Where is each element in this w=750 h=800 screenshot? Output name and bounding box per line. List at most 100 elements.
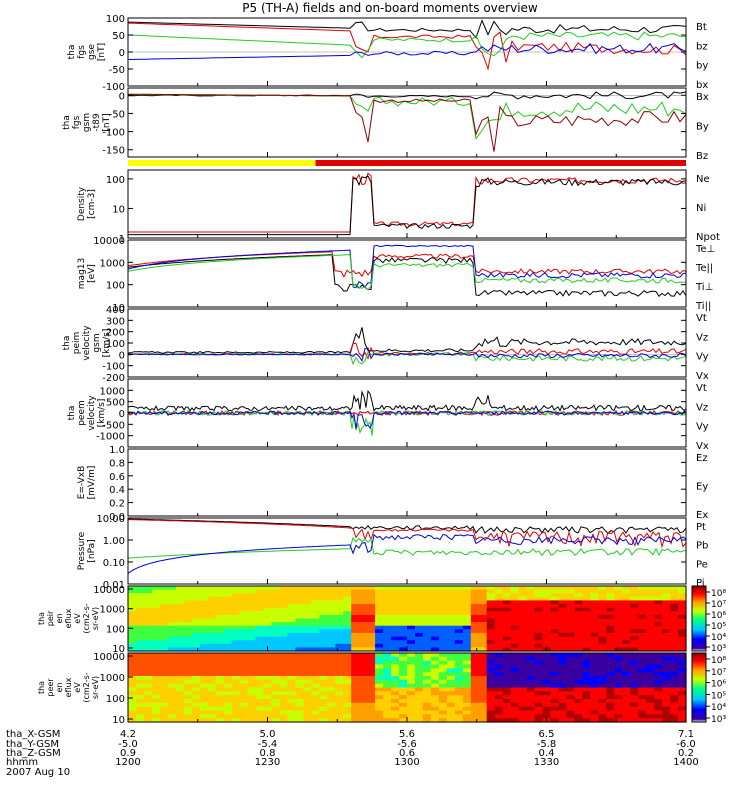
spectrogram-cell [462,643,472,648]
spectrogram-cell [566,664,575,669]
spectrogram-cell [430,668,440,673]
spectrogram-cell [151,607,161,612]
spectrogram-cell [662,683,671,689]
spectrogram-cell [526,706,536,712]
spectrogram-cell [407,718,416,723]
spectrogram-cell [319,668,328,673]
spectrogram-cell [319,714,328,719]
spectrogram-cell [510,600,520,605]
spectrogram-cell [470,687,480,692]
spectrogram-cell [486,643,496,648]
spectrogram-cell [638,683,647,689]
spectrogram-cell [415,702,424,708]
spectrogram-cell [438,586,448,591]
spectrogram-cell [159,679,169,685]
spectrogram-cell [574,683,583,689]
spectrogram-cell [614,632,623,638]
spectrogram-cell [207,611,217,616]
y-label-line: [eV] [87,264,97,283]
spectrogram-cell [151,625,161,630]
spectrogram-cell [335,600,344,605]
spectrogram-cell [335,614,344,620]
spectrogram-cell [255,672,265,677]
spectrogram-cell [606,596,615,601]
spectrogram-cell [199,699,209,704]
spectrogram-cell [407,643,416,648]
spectrogram-cell [550,596,560,601]
spectrogram-cell [494,656,504,662]
spectrogram-cell [566,679,575,685]
spectrogram-cell [167,589,177,594]
spectrogram-cell [598,625,607,630]
spectrogram-cell [151,714,161,719]
spectrogram-cell [622,607,631,612]
spectrogram-cell [574,596,583,601]
spectrogram-cell [159,710,169,715]
spectrogram-cell [415,691,424,696]
spectrogram-cell [231,710,241,715]
spectrogram-cell [462,625,472,630]
spectrogram-cell [526,618,536,623]
y-tick-label: 400 [106,305,125,316]
spectrogram-cell [534,636,544,641]
spectrogram-cell [494,714,504,719]
spectrogram-cell [670,683,679,689]
spectrogram-cell [311,676,320,681]
spectrogram-cell [670,668,679,673]
spectrogram-cell [486,586,496,591]
spectrogram-cell [167,622,177,627]
spectrogram-cell [622,672,631,677]
spectrogram-cell [359,687,368,692]
spectrogram-cell [534,604,544,609]
spectrogram-cell [534,702,544,708]
spectrogram-cell [415,640,424,645]
spectrogram-cell [391,643,400,648]
spectrogram-cell [454,618,464,623]
spectrogram-cell [136,653,145,658]
spectrogram-cell [279,625,289,630]
spectrogram-cell [526,687,536,692]
spectrogram-cell [550,586,560,591]
spectrogram-cell [383,691,392,696]
spectrogram-cell [478,618,488,623]
spectrogram-cell [622,622,631,627]
spectrogram-cell [159,589,169,594]
spectrogram-cell [670,640,679,645]
spectrogram-cell [638,706,647,712]
spectrogram-cell [391,622,400,627]
spectrogram-cell [646,589,655,594]
spectrogram-cell [351,672,360,677]
spectrogram-cell [662,679,671,685]
spectrogram-cell [438,660,448,666]
spectrogram-cell [654,593,663,598]
spectrogram-cell [167,618,177,623]
spectrogram-cell [486,668,496,673]
spectrogram-cell [159,640,169,645]
spectrogram-cell [486,714,496,719]
spectrogram-cell [430,710,440,715]
spectrogram-cell [383,695,392,700]
spectrogram-cell [462,660,472,666]
spectrogram-cell [191,676,201,681]
spectrogram-cell [128,714,137,719]
spectrogram-cell [454,611,464,616]
spectrogram-cell [574,710,583,715]
spectrogram-cell [383,668,392,673]
spectrogram-cell [606,614,615,620]
colorbar [691,652,707,723]
spectrogram-cell [391,618,400,623]
spectrogram-cell [558,683,568,689]
spectrogram-cell [271,695,281,700]
spectrogram-cell [295,618,304,623]
spectrogram-cell [335,691,344,696]
y-label-line: eflux [64,677,73,697]
spectrogram-cell [215,691,225,696]
spectrogram-cell [391,607,400,612]
spectrogram-cell [255,629,265,634]
spectrogram-cell [407,632,416,638]
colorbar-tick-label: 10⁸ [711,656,726,666]
x-row-label: 2007 Aug 10 [6,767,70,778]
spectrogram-cell [215,596,225,601]
spectrogram-cell [622,668,631,673]
